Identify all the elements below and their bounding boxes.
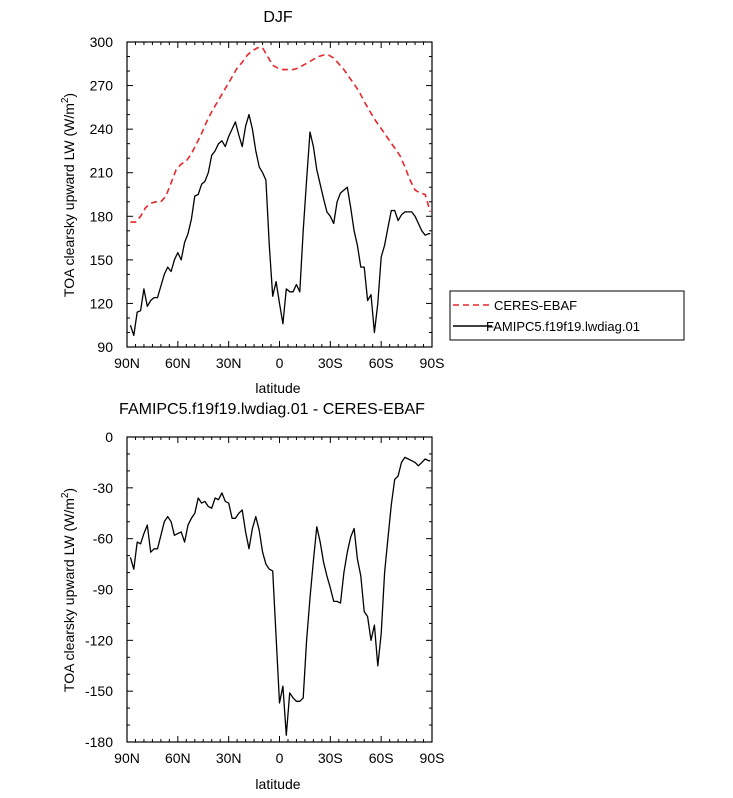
bottom-chart-panel: FAMIPC5.f19f19.lwdiag.01 - CERES-EBAF 90… [60, 401, 444, 792]
bottom-y-tick-label: -150 [85, 683, 113, 699]
top-y-axis-label-main: TOA clearsky upward LW (W/m [61, 103, 77, 297]
bottom-chart-y-axis-label: TOA clearsky upward LW (W/m2) [60, 488, 77, 692]
top-x-tick-label: 60N [165, 355, 191, 371]
bottom-x-tick-label: 30N [216, 750, 242, 766]
bottom-y-tick-label: -60 [93, 531, 113, 547]
legend-label-ceres-ebaf: CERES-EBAF [494, 298, 577, 313]
top-y-tick-label: 240 [90, 121, 114, 137]
top-chart-title: DJF [263, 9, 293, 26]
top-x-tick-label: 90N [114, 355, 140, 371]
top-y-tick-label: 120 [90, 295, 114, 311]
top-chart-panel: DJF 90N 60N 30N 0 30S 60S 90S 90 120 150 180 210 240… [60, 9, 444, 396]
bottom-y-tick-label: 0 [105, 429, 113, 445]
top-y-axis-label-tail: ) [61, 93, 77, 98]
top-y-tick-label: 300 [90, 34, 114, 50]
top-x-tick-label: 60S [369, 355, 394, 371]
legend-box [449, 290, 685, 341]
bottom-x-tick-label: 60N [165, 750, 191, 766]
bottom-y-tick-label: -90 [93, 582, 113, 598]
legend-label-famipc5: FAMIPC5.f19f19.lwdiag.01 [486, 319, 640, 334]
bottom-y-axis-label-sup: 2 [60, 492, 71, 498]
bottom-y-axis-label-main: TOA clearsky upward LW (W/m [61, 498, 77, 692]
top-y-tick-label: 90 [97, 339, 113, 355]
top-x-tick-label: 30S [318, 355, 343, 371]
top-chart-plot-area: 90N 60N 30N 0 30S 60S 90S 90 120 150 180 210 240 270 3… [90, 34, 445, 371]
top-series-line-ceres-ebaf [130, 46, 432, 223]
bottom-y-tick-label: -180 [85, 734, 113, 750]
bottom-x-tick-label: 90S [420, 750, 445, 766]
top-y-axis-label-sup: 2 [60, 97, 71, 103]
bottom-y-tick-label: -120 [85, 632, 113, 648]
top-chart-x-axis-label: latitude [255, 380, 300, 396]
bottom-x-tick-label: 0 [276, 750, 284, 766]
bottom-chart-title: FAMIPC5.f19f19.lwdiag.01 - CERES-EBAF [119, 401, 425, 418]
top-x-tick-label: 90S [420, 355, 445, 371]
top-y-tick-label: 180 [90, 208, 114, 224]
bottom-x-tick-label: 90N [114, 750, 140, 766]
legend: CERES-EBAF FAMIPC5.f19f19.lwdiag.01 [449, 290, 685, 341]
bottom-chart-x-axis-label: latitude [255, 776, 300, 792]
top-chart-y-axis-label: TOA clearsky upward LW (W/m2) [60, 93, 77, 297]
bottom-y-tick-label: -30 [93, 480, 113, 496]
bottom-y-axis-label-tail: ) [61, 488, 77, 493]
bottom-series-line-difference [129, 456, 431, 736]
top-y-tick-label: 210 [90, 165, 114, 181]
bottom-x-tick-label: 30S [318, 750, 343, 766]
top-series-line-famipc5-f19f19-lwdiag-01 [129, 113, 431, 337]
top-x-tick-label: 0 [276, 355, 284, 371]
top-y-tick-label: 150 [90, 252, 114, 268]
top-y-tick-label: 270 [90, 78, 114, 94]
top-x-tick-label: 30N [216, 355, 242, 371]
bottom-chart-plot-area: 90N 60N 30N 0 30S 60S 90S -180 -150 -120 -90 -60 -30… [85, 429, 444, 766]
bottom-x-tick-label: 60S [369, 750, 394, 766]
